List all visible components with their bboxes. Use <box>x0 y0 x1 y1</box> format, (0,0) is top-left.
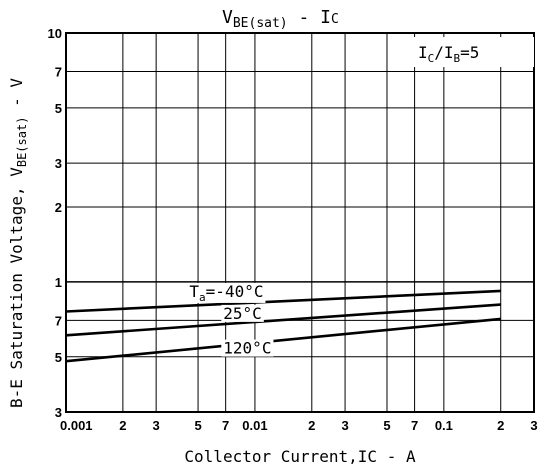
y-tick-label: 10 <box>48 26 62 41</box>
x-tick-label: 7 <box>222 418 229 433</box>
x-axis-label: Collector Current,IC - A <box>184 447 416 466</box>
x-tick-label: 0.01 <box>242 418 267 433</box>
curve-label-bg <box>221 304 264 322</box>
curve-label-bg <box>187 282 266 303</box>
curve-label: Ta=-40°C <box>189 282 263 304</box>
plot-frame <box>65 32 535 413</box>
x-tick-label: 3 <box>153 418 160 433</box>
y-tick-label: 3 <box>55 156 62 171</box>
x-tick-label: 0.1 <box>435 418 453 433</box>
curve-annotation: Ta=-40°C <box>187 282 266 304</box>
series-line-2 <box>65 317 501 363</box>
chart-title: VBE(sat) - IC <box>222 7 339 31</box>
y-tick-label: 3 <box>55 405 62 420</box>
y-tick-label: 7 <box>55 313 62 328</box>
x-tick-label: 2 <box>497 418 504 433</box>
curve-label: 120°C <box>223 339 271 358</box>
y-tick-label: 7 <box>55 65 62 80</box>
series-line-0 <box>65 289 501 313</box>
x-tick-label: 7 <box>411 418 418 433</box>
x-tick-label: 3 <box>341 418 348 433</box>
y-tick-label: 2 <box>55 200 62 215</box>
series-line-1 <box>65 303 501 337</box>
x-tick-label: 0.001 <box>60 418 93 433</box>
x-tick-label: 5 <box>194 418 201 433</box>
x-tick-label: 5 <box>383 418 390 433</box>
y-tick-label: 5 <box>55 350 62 365</box>
y-tick-label: 1 <box>55 275 62 290</box>
x-tick-label: 3 <box>530 418 537 433</box>
y-axis-label: B-E Saturation Voltage, VBE(sat) - V <box>7 78 29 408</box>
x-tick-label: 2 <box>119 418 126 433</box>
condition-label: IC/IB=5 <box>414 37 534 67</box>
svg-text:IC/IB=5: IC/IB=5 <box>418 43 479 65</box>
y-tick-label: 5 <box>55 101 62 116</box>
curve-annotation: 120°C <box>221 339 274 358</box>
x-tick-label: 2 <box>308 418 315 433</box>
curve-label-bg <box>221 339 274 357</box>
curve-label: 25°C <box>223 304 262 323</box>
curve-annotation: 25°C <box>221 304 264 323</box>
